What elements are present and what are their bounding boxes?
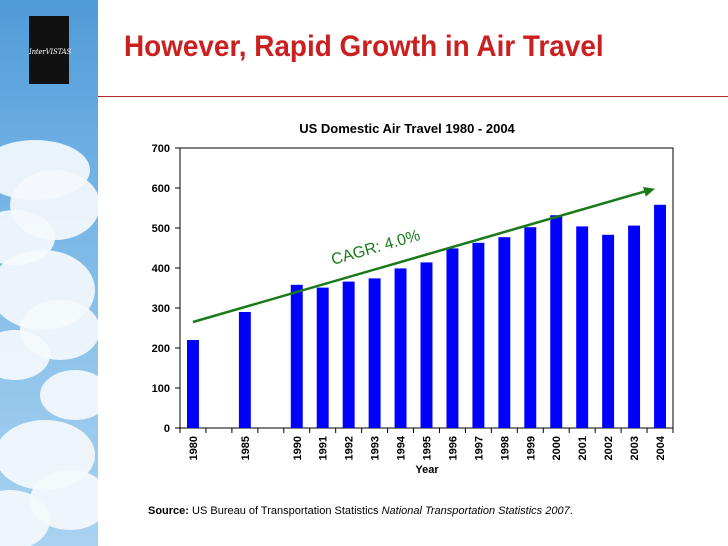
y-tick-label: 100 — [152, 383, 170, 395]
bar-1991 — [316, 287, 329, 428]
x-tick-label: 2001 — [577, 436, 589, 460]
x-tick-label: 1998 — [499, 436, 511, 460]
bar-2004 — [654, 204, 666, 428]
logo-text: InterVISTAS — [29, 48, 72, 56]
x-tick-label: 2004 — [655, 435, 667, 460]
bar-1992 — [342, 281, 355, 428]
bar-1990 — [290, 284, 303, 428]
x-tick-label: 1994 — [396, 435, 408, 460]
bar-2003 — [628, 225, 641, 428]
bar-1985 — [238, 312, 251, 428]
y-axis-label-group: Passenger Miles (Billions) — [128, 223, 140, 360]
source-note: Source: US Bureau of Transportation Stat… — [148, 505, 573, 517]
y-tick-label: 0 — [164, 423, 170, 435]
x-tick-label: 1993 — [370, 436, 382, 460]
air-travel-bar-chart: US Domestic Air Travel 1980 - 2004 Passe… — [128, 121, 674, 476]
source-label: Source: — [148, 505, 189, 517]
bar-2001 — [576, 226, 589, 428]
bar-2000 — [550, 215, 563, 428]
bar-1996 — [446, 248, 459, 428]
y-tick-label: 600 — [152, 183, 170, 195]
x-tick-label: 2000 — [551, 436, 563, 460]
y-axis-label: Passenger Miles (Billions) — [128, 223, 140, 360]
bar-1995 — [420, 262, 433, 428]
chart-title: US Domestic Air Travel 1980 - 2004 — [299, 121, 515, 136]
title-divider — [98, 96, 728, 97]
bar-1998 — [498, 237, 511, 428]
x-tick-label: 1980 — [188, 436, 200, 460]
bar-1993 — [368, 278, 381, 428]
bar-1980 — [187, 340, 199, 428]
plot-area: 0 100 200 300 400 500 600 700 1980 1985 1990 1991 19… — [152, 143, 674, 460]
company-logo: InterVISTAS — [29, 16, 72, 84]
source-text: US Bureau of Transportation Statistics — [192, 505, 379, 517]
x-tick-label: 2002 — [603, 436, 615, 460]
x-tick-label: 2003 — [629, 436, 641, 460]
bar-2002 — [602, 234, 615, 428]
x-tick-label: 1995 — [422, 436, 434, 460]
x-tick-label: 1985 — [240, 436, 252, 460]
trend-line — [192, 189, 648, 324]
x-tick-label: 1991 — [318, 436, 330, 460]
x-tick-label: 1999 — [525, 436, 537, 460]
y-tick-label: 300 — [152, 303, 170, 315]
x-tick-label: 1990 — [292, 436, 304, 460]
y-tick-label: 400 — [152, 263, 170, 275]
x-tick-label: 1996 — [447, 436, 459, 460]
sky-background — [0, 0, 98, 546]
bar-1997 — [472, 242, 485, 428]
cagr-annotation: CAGR: 4.0% — [329, 227, 422, 269]
trend-arrowhead — [643, 187, 656, 197]
x-tick-label: 1992 — [344, 436, 356, 460]
x-tick-label: 1997 — [473, 436, 485, 460]
y-tick-label: 700 — [152, 143, 170, 155]
slide-title: However, Rapid Growth in Air Travel — [124, 30, 604, 63]
x-axis-label: Year — [415, 464, 439, 476]
y-tick-label: 500 — [152, 223, 170, 235]
bar-1994 — [394, 268, 407, 428]
y-tick-label: 200 — [152, 343, 170, 355]
bar-1999 — [524, 227, 537, 428]
source-end: . — [569, 505, 573, 517]
source-publication: National Transportation Statistics 2007 — [381, 505, 570, 517]
cloud-shape — [40, 370, 98, 420]
